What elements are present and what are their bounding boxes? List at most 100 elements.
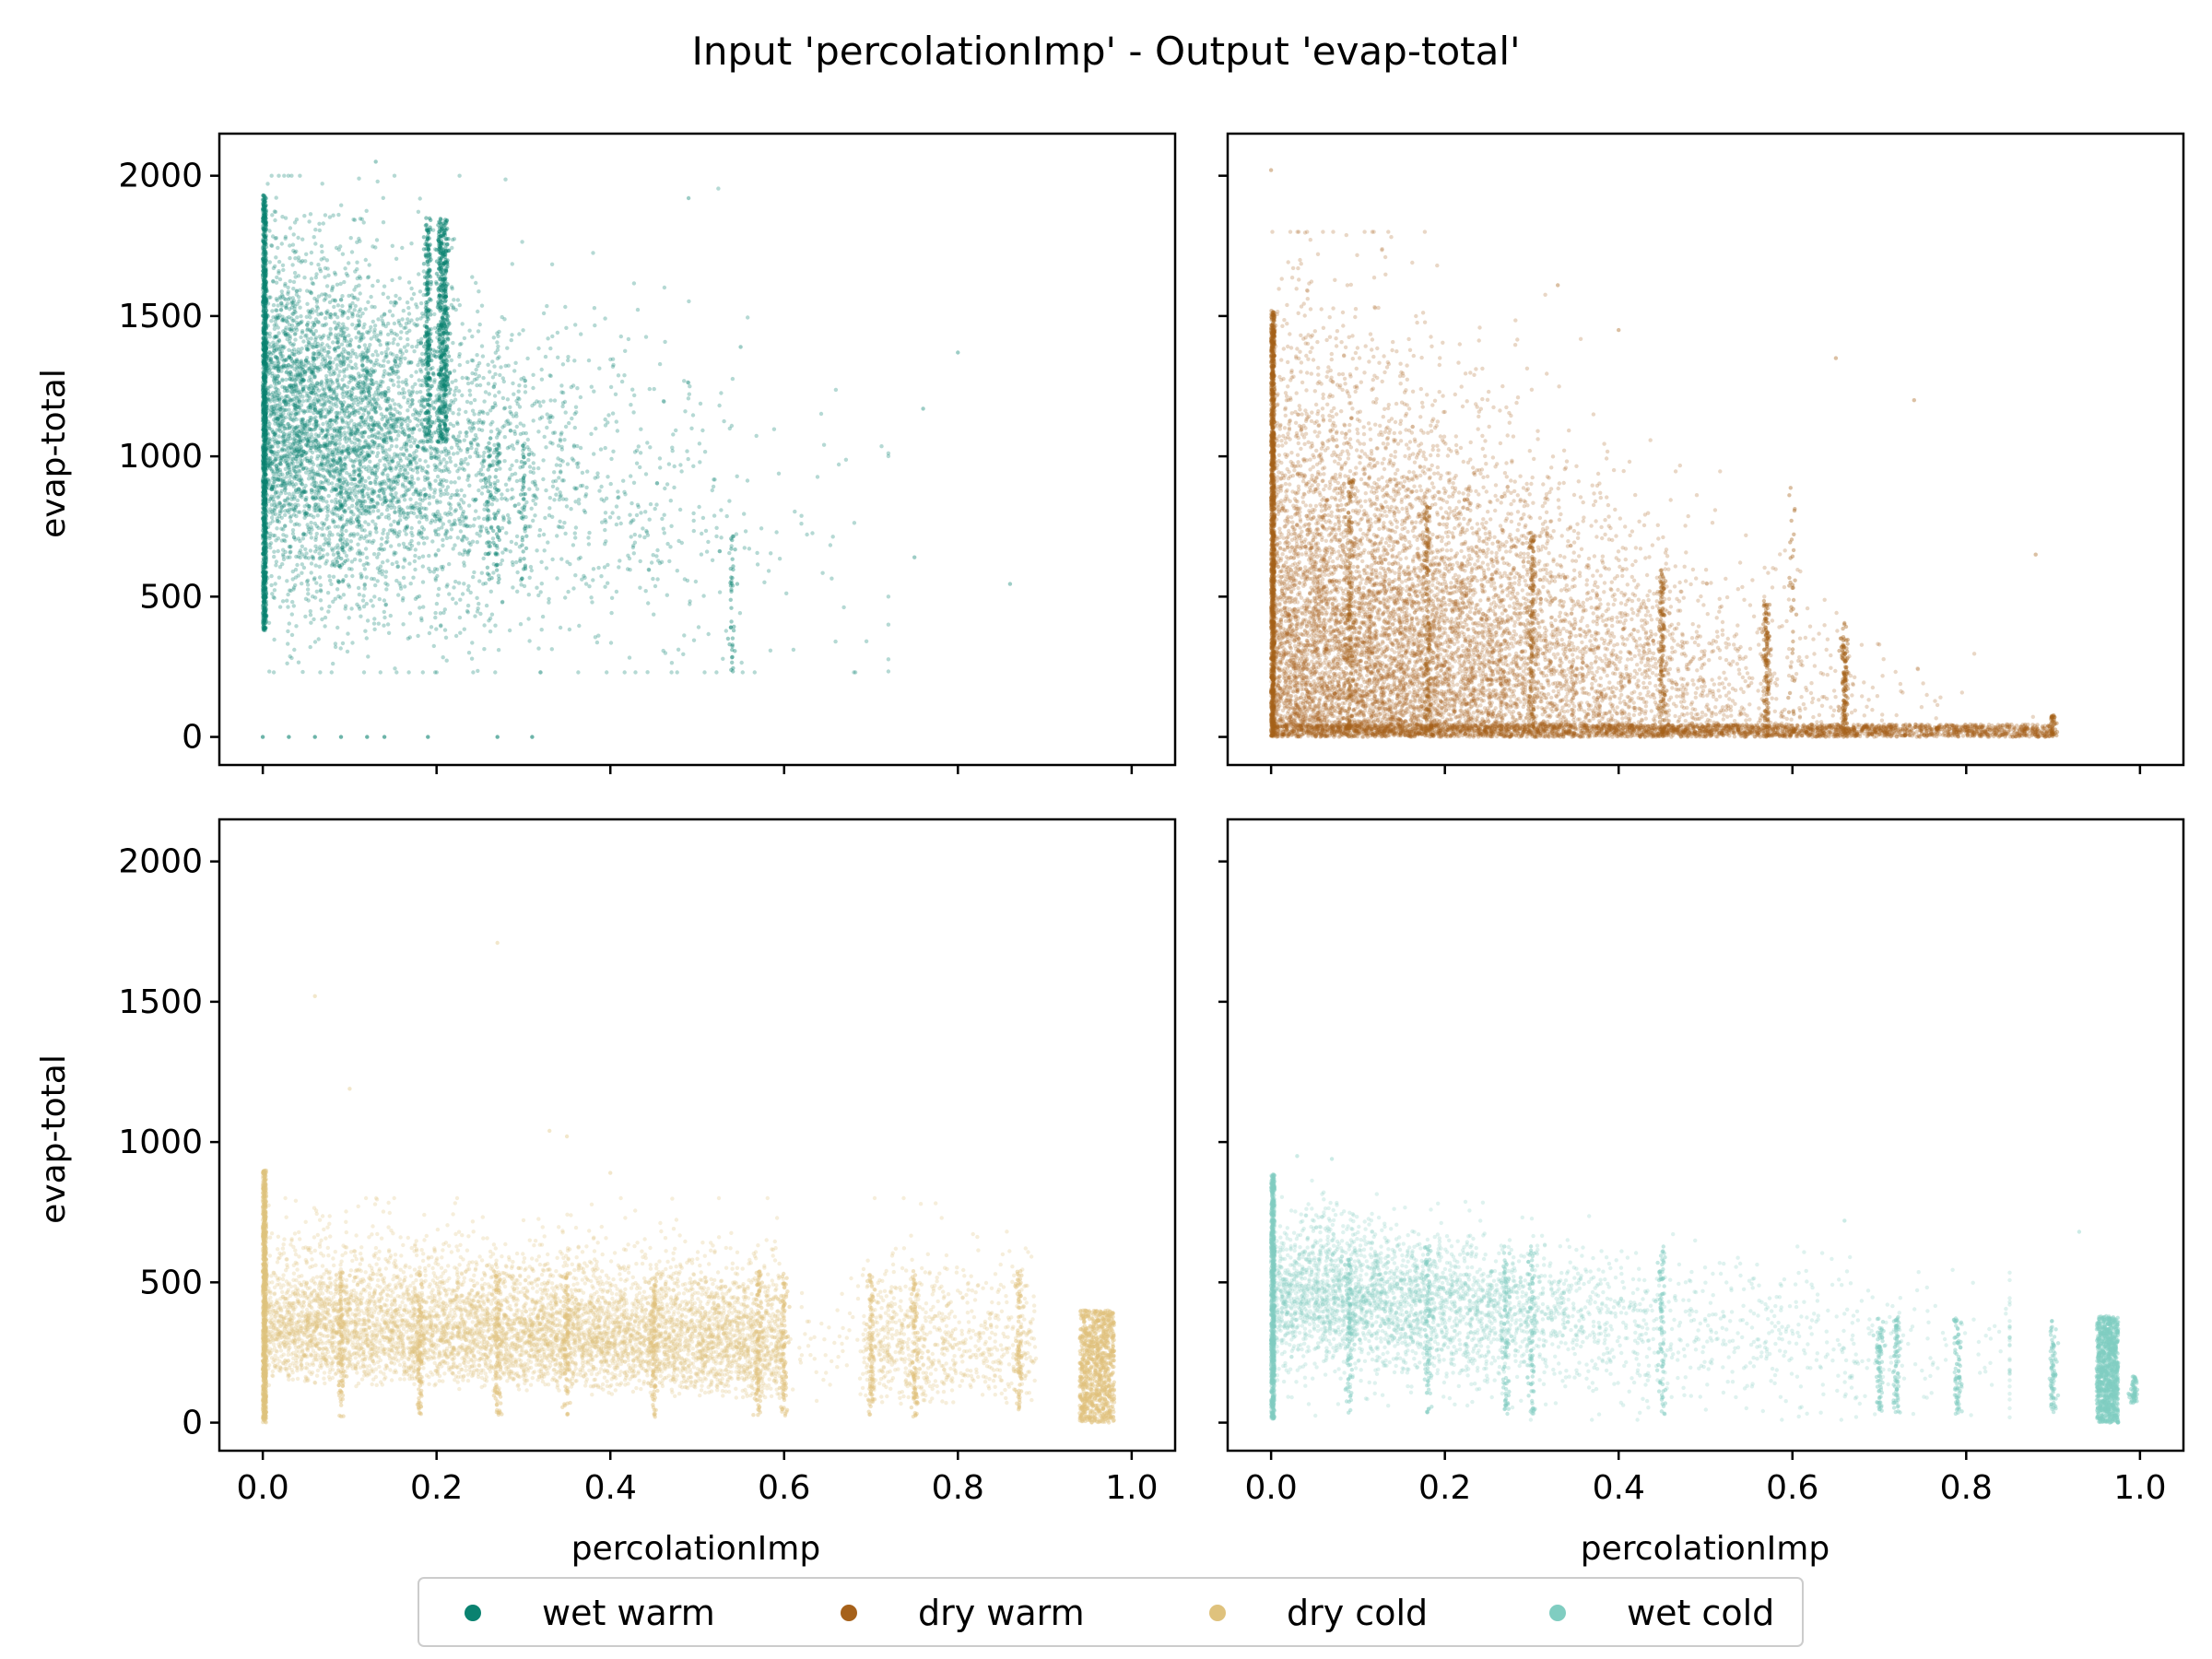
scatter-point [496, 357, 500, 360]
scatter-point [527, 639, 531, 642]
scatter-point [514, 542, 518, 546]
scatter-point [702, 670, 706, 674]
scatter-point [519, 421, 523, 425]
scatter-point [328, 579, 332, 582]
scatter-point [376, 502, 380, 506]
scatter-point [394, 466, 397, 470]
scatter-point [644, 589, 648, 593]
scatter-point [688, 599, 691, 603]
scatter-point [325, 448, 329, 452]
scatter-point [329, 378, 333, 382]
scatter-point [746, 478, 749, 482]
scatter-point [286, 629, 289, 633]
scatter-point [697, 505, 700, 509]
scatter-point [350, 250, 354, 253]
scatter-point [481, 354, 485, 358]
scatter-point [368, 460, 371, 464]
scatter-point [328, 406, 332, 409]
scatter-point [381, 446, 384, 450]
scatter-point [632, 281, 636, 285]
scatter-point [342, 347, 346, 351]
scatter-point [678, 508, 682, 512]
scatter-point [335, 377, 339, 381]
scatter-point [352, 468, 356, 472]
scatter-point [504, 483, 508, 487]
scatter-point [319, 344, 323, 347]
scatter-point [280, 562, 284, 566]
scatter-point [317, 389, 321, 393]
scatter-point [375, 454, 379, 458]
scatter-point [288, 654, 292, 658]
scatter-point [349, 510, 353, 513]
scatter-point [663, 487, 666, 490]
scatter-point [470, 335, 474, 338]
scatter-point [412, 481, 416, 485]
scatter-point [631, 546, 635, 549]
scatter-point [546, 412, 549, 416]
scatter-point [716, 186, 720, 190]
scatter-point [457, 355, 461, 359]
scatter-point [389, 300, 393, 304]
scatter-point [418, 378, 421, 382]
scatter-point [286, 440, 289, 443]
scatter-point [357, 586, 360, 590]
scatter-point [493, 372, 497, 376]
scatter-point [455, 451, 459, 454]
scatter-point [348, 355, 352, 359]
scatter-point [484, 484, 488, 488]
scatter-point [414, 370, 418, 373]
scatter-point [355, 261, 359, 265]
scatter-point [343, 266, 347, 270]
scatter-point [570, 385, 573, 389]
scatter-point [658, 561, 662, 565]
scatter-point [365, 356, 369, 359]
scatter-point [535, 488, 539, 491]
scatter-point [359, 559, 362, 562]
scatter-point [434, 554, 438, 558]
scatter-point [525, 445, 529, 449]
scatter-point [644, 335, 648, 338]
scatter-point [403, 545, 406, 548]
scatter-point [769, 649, 772, 653]
scatter-point [305, 356, 309, 359]
scatter-point [498, 466, 501, 470]
scatter-point [454, 601, 458, 605]
scatter-point [411, 576, 415, 580]
scatter-point [364, 535, 368, 538]
scatter-point [759, 526, 763, 530]
scatter-point [385, 508, 389, 512]
scatter-point [272, 550, 276, 554]
scatter-point [728, 427, 732, 430]
scatter-point [623, 670, 627, 674]
scatter-point [469, 441, 473, 445]
scatter-point [390, 331, 394, 335]
scatter-point [347, 316, 350, 320]
scatter-point [299, 457, 302, 461]
scatter-point [635, 462, 639, 465]
scatter-point [418, 520, 421, 524]
scatter-point [372, 394, 376, 397]
scatter-point [718, 590, 722, 594]
scatter-point [706, 540, 710, 544]
scatter-point [544, 488, 547, 492]
scatter-point [418, 368, 422, 371]
scatter-point [459, 448, 463, 452]
scatter-point [307, 598, 311, 602]
scatter-point [476, 669, 479, 673]
scatter-point [450, 399, 453, 403]
scatter-point [457, 502, 461, 506]
scatter-point [550, 515, 554, 519]
scatter-point [628, 513, 631, 517]
scatter-point [417, 541, 420, 545]
scatter-point [398, 276, 402, 280]
scatter-point [314, 481, 318, 485]
scatter-point [385, 539, 389, 543]
scatter-point [281, 354, 285, 358]
scatter-point [365, 456, 369, 460]
scatter-point [475, 596, 478, 600]
scatter-point [599, 485, 603, 488]
scatter-point [393, 322, 396, 325]
scatter-point [348, 534, 352, 537]
scatter-point [406, 401, 409, 405]
scatter-point [289, 519, 293, 523]
